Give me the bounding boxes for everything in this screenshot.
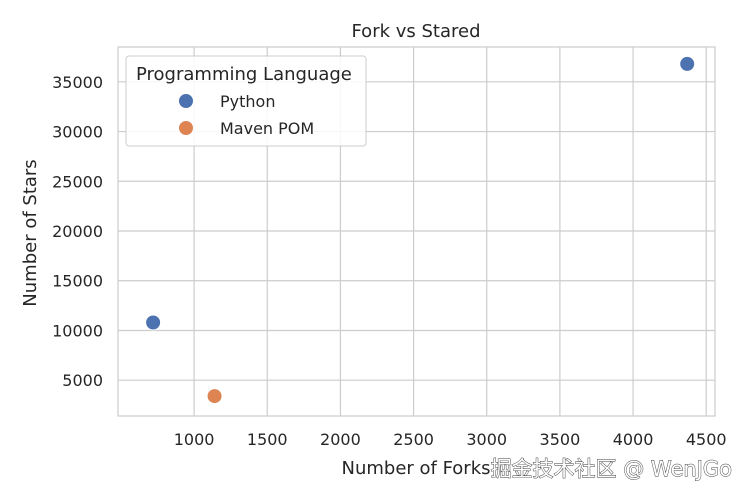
x-tick-label: 4500 (686, 430, 727, 449)
y-tick-label: 10000 (52, 321, 103, 340)
x-tick-label: 1000 (174, 430, 215, 449)
chart-title: Fork vs Stared (351, 21, 480, 42)
x-tick-label: 3500 (540, 430, 581, 449)
legend-label: Maven POM (220, 119, 314, 138)
y-tick-label: 35000 (52, 73, 103, 92)
point-python (679, 55, 696, 72)
legend-marker (178, 93, 194, 109)
y-tick-label: 30000 (52, 123, 103, 142)
data-points (145, 55, 696, 405)
point-python (145, 314, 162, 331)
x-tick-label: 4000 (613, 430, 654, 449)
x-tick-label: 3000 (466, 430, 507, 449)
watermark: 掘金技术社区 @ WenJGo (491, 457, 732, 481)
legend-title: Programming Language (136, 64, 352, 85)
legend-marker (178, 120, 194, 136)
y-tick-label: 5000 (62, 371, 103, 390)
y-ticks: 5000 10000 15000 20000 25000 30000 35000 (52, 73, 103, 390)
y-tick-label: 20000 (52, 222, 103, 241)
x-ticks: 1000 1500 2000 2500 3000 3500 4000 4500 (174, 430, 727, 449)
y-axis-title: Number of Stars (20, 159, 41, 306)
x-tick-label: 2500 (393, 430, 434, 449)
legend: Programming Language Python Maven POM (125, 55, 367, 147)
point-maven-pom (206, 388, 223, 405)
x-tick-label: 1500 (247, 430, 288, 449)
x-axis-title: Number of Forks (341, 458, 490, 479)
legend-label: Python (220, 92, 275, 111)
y-tick-label: 15000 (52, 272, 103, 291)
x-tick-label: 2000 (320, 430, 361, 449)
y-tick-label: 25000 (52, 172, 103, 191)
